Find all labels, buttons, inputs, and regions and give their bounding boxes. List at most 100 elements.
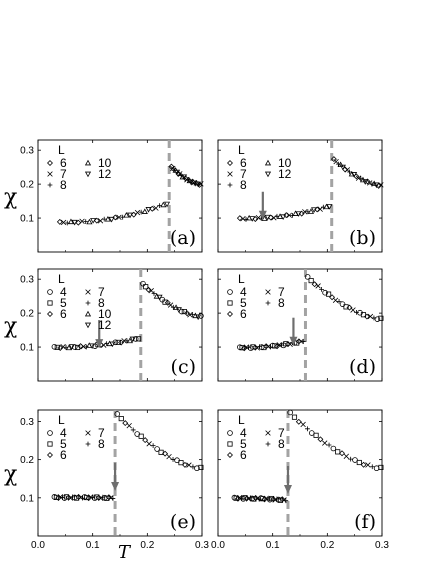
legend-label: 5	[60, 437, 67, 451]
legend: L6 10 7 12 8	[227, 143, 292, 192]
legend-marker	[47, 441, 53, 447]
data-point-high	[178, 460, 184, 466]
data-point-low	[323, 203, 330, 210]
data-point-high	[145, 286, 152, 293]
data-point-low	[126, 337, 133, 344]
legend-label: 8	[60, 178, 67, 192]
data-point-low	[86, 218, 93, 225]
legend-label: 8	[98, 437, 105, 451]
legend-marker	[265, 441, 271, 447]
data-point-low	[132, 336, 139, 342]
data-point-high	[150, 443, 156, 449]
data-point-high	[198, 464, 204, 470]
data-point-high	[353, 173, 360, 180]
data-point-low	[74, 495, 80, 501]
legend-label: 4	[60, 426, 67, 440]
chart-panel-b: (b) L6 10 7 12 8	[217, 139, 384, 253]
data-point-low	[60, 219, 67, 226]
legend-marker	[265, 300, 271, 306]
data-point-low	[286, 212, 293, 218]
data-point-high	[333, 158, 339, 165]
data-point-high	[164, 299, 171, 306]
data-point-high	[322, 289, 328, 296]
legend-marker	[265, 430, 271, 436]
data-point-low	[115, 339, 121, 345]
legend-marker	[264, 159, 272, 166]
data-point-low	[280, 214, 287, 220]
y-tick-label: 0.2	[20, 455, 34, 466]
panel-label: (f)	[354, 511, 376, 533]
y-tick-label: 0.1	[20, 493, 34, 504]
legend-label: 7	[278, 426, 285, 440]
data-point-low	[65, 344, 72, 351]
data-point-high	[315, 283, 321, 289]
arrow-head	[289, 336, 298, 346]
data-point-high	[344, 167, 351, 173]
legend-label: 8	[278, 296, 285, 310]
data-point-low	[51, 343, 58, 350]
legend-label: 4	[240, 426, 247, 440]
data-point-low	[53, 494, 59, 500]
legend-marker	[227, 452, 233, 458]
legend-label: 7	[240, 167, 247, 181]
data-point-high	[378, 315, 384, 321]
data-point-low	[239, 345, 245, 351]
legend-label: 10	[98, 156, 112, 170]
data-point-high	[304, 274, 311, 280]
data-point-high	[317, 436, 324, 443]
legend-label: 5	[240, 437, 247, 451]
panel-label: (c)	[171, 356, 196, 378]
data-point-high	[126, 422, 132, 429]
legend-marker	[84, 171, 92, 178]
data-point-high	[362, 179, 369, 185]
legend-marker	[227, 311, 233, 317]
data-point-low	[233, 495, 239, 501]
x-tick-label: 0.1	[86, 540, 100, 551]
data-point-high	[156, 294, 163, 301]
data-point-high	[348, 170, 355, 177]
legend-marker	[84, 159, 92, 166]
data-point-low	[326, 204, 333, 210]
data-point-low	[68, 344, 75, 350]
data-point-low	[75, 219, 82, 226]
data-point-low	[160, 201, 167, 208]
data-point-low	[67, 218, 75, 225]
legend-label: 7	[60, 167, 67, 181]
data-point-low	[302, 209, 308, 215]
data-point-high	[187, 312, 193, 318]
data-point-high	[184, 310, 191, 317]
data-point-low	[112, 214, 119, 221]
data-point-high	[122, 420, 129, 427]
legend-label: 6	[60, 307, 67, 321]
data-point-low	[141, 208, 148, 214]
legend: L4 7 5 8 6	[227, 272, 285, 321]
legend-marker	[227, 171, 233, 177]
x-tick-label: 0.3	[195, 540, 209, 551]
data-point-low	[272, 343, 278, 349]
data-point-high	[326, 442, 332, 448]
legend-marker	[85, 441, 91, 447]
x-tick-label: 0.2	[140, 540, 154, 551]
data-point-high	[287, 409, 293, 416]
data-point-high	[360, 461, 367, 468]
data-point-low	[101, 216, 107, 222]
data-point-high	[343, 453, 350, 459]
data-point-high	[373, 465, 380, 472]
data-point-low	[283, 498, 289, 504]
data-point-low	[123, 211, 130, 218]
legend-label: 6	[60, 156, 67, 170]
data-point-high	[151, 291, 157, 296]
data-point-high	[308, 430, 315, 436]
legend-marker	[84, 322, 92, 329]
data-point-high	[319, 286, 325, 292]
data-point-low	[250, 344, 256, 350]
legend-marker	[265, 289, 271, 295]
data-point-high	[350, 307, 356, 313]
data-point-low	[138, 209, 144, 215]
data-point-low	[243, 344, 250, 350]
data-point-low	[54, 344, 60, 350]
legend-marker	[47, 311, 53, 317]
legend-title: L	[238, 143, 245, 157]
data-point-high	[154, 446, 160, 452]
